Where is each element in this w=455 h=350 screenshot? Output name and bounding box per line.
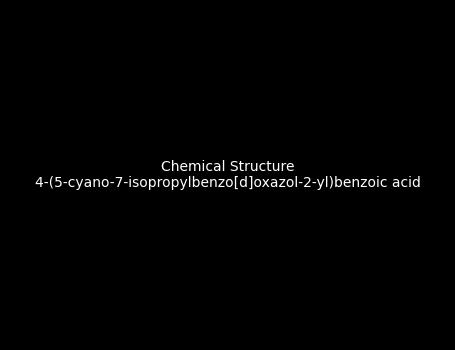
Text: Chemical Structure
4-(5-cyano-7-isopropylbenzo[d]oxazol-2-yl)benzoic acid: Chemical Structure 4-(5-cyano-7-isopropy… bbox=[35, 160, 420, 190]
